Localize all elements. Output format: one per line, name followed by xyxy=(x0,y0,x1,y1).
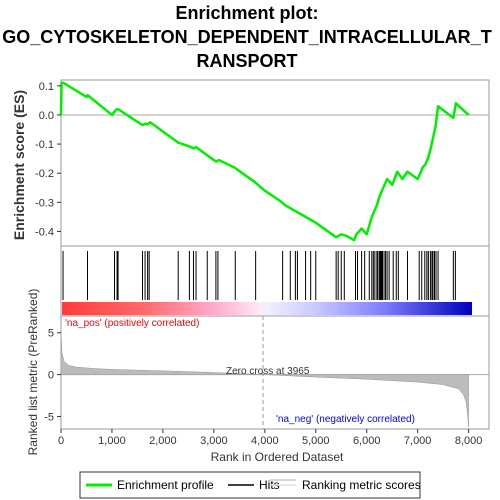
metric-area xyxy=(60,331,469,428)
es-y-tick-label: -0.2 xyxy=(35,168,54,180)
x-axis-label: Rank in Ordered Dataset xyxy=(211,450,344,464)
es-panel-frame xyxy=(60,79,490,247)
pos-correlated-label: 'na_pos' (positively correlated) xyxy=(65,318,199,329)
es-y-tick-label: 0.0 xyxy=(39,110,54,122)
metric-y-tick-label: 5 xyxy=(48,328,54,340)
legend-metric-label: Ranking metric scores xyxy=(302,478,421,492)
es-y-tick-label: -0.4 xyxy=(35,226,54,238)
x-ticks-group: 0 1,000 2,000 3,000 4,000 5,000 6,000 7,000 8,00… xyxy=(58,429,482,447)
zero-cross-label: Zero cross at 3965 xyxy=(226,366,310,377)
legend-hits-label: Hits xyxy=(259,478,280,492)
x-tick-label: 1,000 xyxy=(98,435,126,447)
x-tick-label: 2,000 xyxy=(149,435,177,447)
x-tick-label: 6,000 xyxy=(353,435,381,447)
rank-color-bar xyxy=(62,302,472,315)
x-tick-label: 3,000 xyxy=(200,435,228,447)
chart-title-line-1: Enrichment plot: xyxy=(176,3,319,23)
es-y-tick-label: -0.1 xyxy=(35,139,54,151)
x-tick-label: 4,000 xyxy=(251,435,279,447)
x-tick-label: 5,000 xyxy=(302,435,330,447)
x-tick-label: 7,000 xyxy=(404,435,432,447)
es-y-axis-label: Enrichment score (ES) xyxy=(11,90,27,240)
chart-title-line-3: RANSPORT xyxy=(196,51,297,71)
es-y-tick-label: 0.1 xyxy=(39,81,54,93)
metric-y-tick-label: 0 xyxy=(48,370,54,382)
es-y-tick-label: -0.3 xyxy=(35,197,54,209)
es-y-ticks-group: 0.1 0.0 -0.1 -0.2 -0.3 -0.4 xyxy=(35,81,61,238)
legend-es-label: Enrichment profile xyxy=(117,478,214,492)
es-line-group xyxy=(59,81,470,242)
es-line xyxy=(59,81,470,242)
metric-area-group xyxy=(60,331,469,428)
metric-y-axis-label: Ranked list metric (PreRanked) xyxy=(26,289,40,456)
x-tick-label: 8,000 xyxy=(455,435,483,447)
chart-title-line-2: GO_CYTOSKELETON_DEPENDENT_INTRACELLULAR_… xyxy=(2,27,491,47)
neg-correlated-label: 'na_neg' (negatively correlated) xyxy=(276,414,415,425)
metric-y-ticks-group: 5 0 -5 xyxy=(44,328,61,423)
hits-group xyxy=(62,251,456,300)
metric-y-tick-label: -5 xyxy=(44,411,54,423)
x-tick-label: 0 xyxy=(58,435,64,447)
